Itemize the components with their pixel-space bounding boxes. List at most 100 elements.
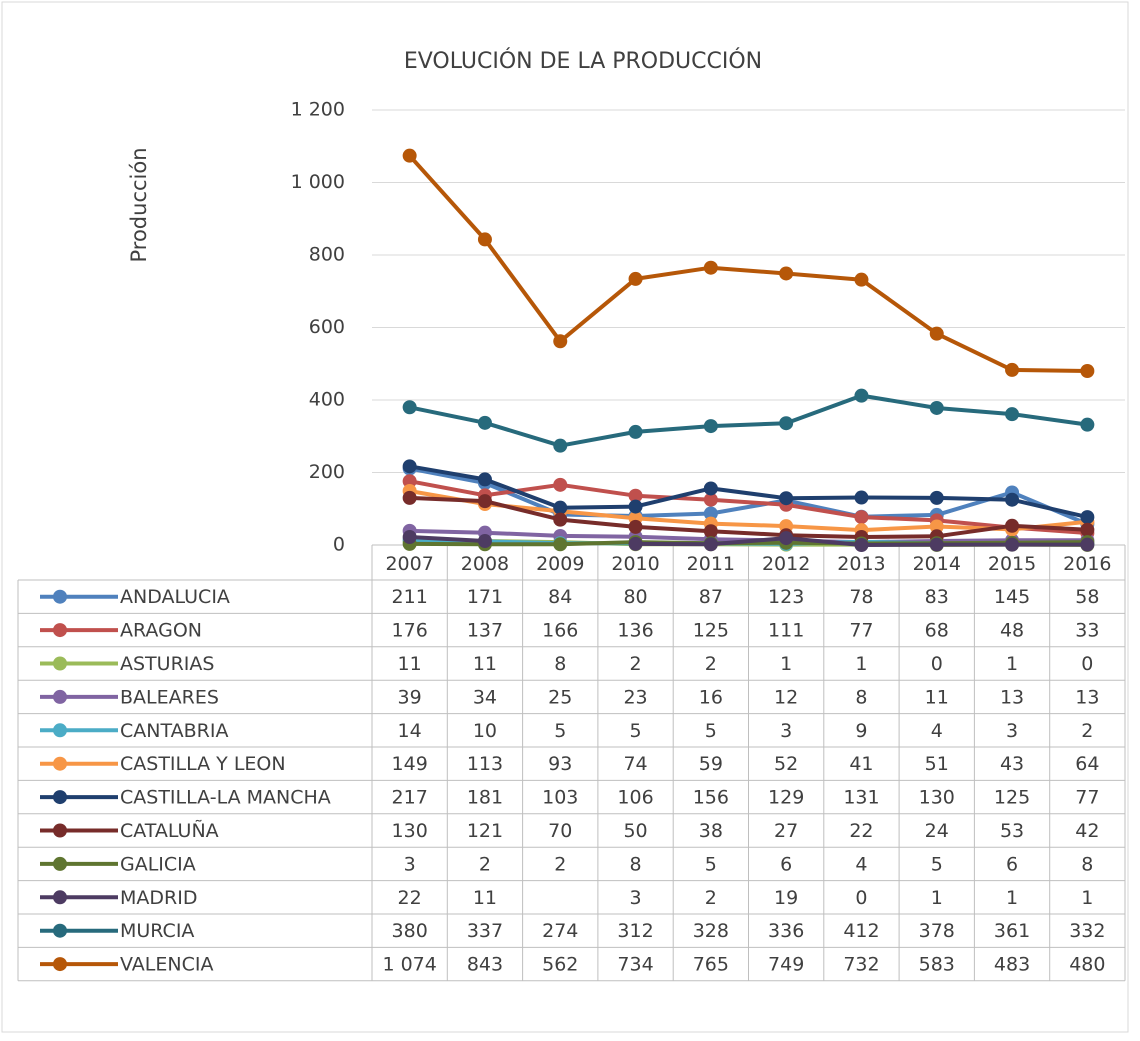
table-value: 2	[630, 653, 642, 675]
table-value: 12	[774, 686, 798, 708]
legend-label: CASTILLA Y LEON	[120, 753, 286, 775]
table-value: 34	[473, 686, 497, 708]
point	[402, 474, 417, 489]
table-value: 0	[1081, 653, 1093, 675]
table-value: 5	[931, 853, 943, 875]
table-value: 106	[617, 787, 653, 809]
point	[1080, 537, 1095, 552]
point	[477, 534, 492, 549]
table-value: 59	[699, 753, 723, 775]
series-line	[409, 464, 1088, 520]
table-value: 131	[843, 787, 879, 809]
point	[1080, 417, 1095, 432]
legend-label: CANTABRIA	[120, 720, 228, 742]
table-value: 2	[1081, 720, 1093, 742]
table-value: 732	[843, 954, 879, 976]
legend-marker	[53, 823, 67, 838]
y-tick-label: 400	[309, 389, 345, 411]
table-value: 58	[1075, 586, 1099, 608]
point	[553, 477, 568, 492]
table-value: 5	[705, 853, 717, 875]
table-value: 27	[774, 820, 798, 842]
point	[553, 500, 568, 515]
point	[628, 519, 643, 534]
table-value: 13	[1000, 686, 1024, 708]
table-value: 480	[1069, 954, 1105, 976]
table-value: 843	[467, 954, 503, 976]
series-line	[409, 393, 1088, 448]
x-tick-label: 2012	[762, 553, 810, 575]
point	[402, 400, 417, 415]
table-value: 113	[467, 753, 503, 775]
table-value: 328	[693, 920, 729, 942]
legend-marker	[53, 790, 67, 805]
point	[553, 438, 568, 453]
table-value: 68	[925, 620, 949, 642]
table-value: 42	[1075, 820, 1099, 842]
table-value: 734	[617, 954, 653, 976]
legend-label: BALEARES	[120, 686, 219, 708]
table-value: 149	[392, 753, 428, 775]
x-tick-label: 2015	[988, 553, 1036, 575]
table-value: 39	[398, 686, 422, 708]
legend-label: CASTILLA-LA MANCHA	[120, 787, 331, 809]
table-value: 130	[392, 820, 428, 842]
table-value: 1	[1006, 887, 1018, 909]
x-tick-label: 2009	[536, 553, 584, 575]
point	[779, 266, 794, 281]
table-value: 5	[554, 720, 566, 742]
point	[703, 419, 718, 434]
table-value: 11	[925, 686, 949, 708]
table-value: 83	[925, 586, 949, 608]
point	[1080, 522, 1095, 537]
table-value: 336	[768, 920, 804, 942]
point	[1005, 518, 1020, 533]
point	[477, 472, 492, 487]
y-tick-label: 0	[333, 534, 345, 556]
table-value: 171	[467, 586, 503, 608]
point	[1080, 510, 1095, 525]
legend-marker	[53, 856, 67, 871]
point	[703, 481, 718, 496]
table-value: 5	[630, 720, 642, 742]
table-value: 16	[699, 686, 723, 708]
table-value: 111	[768, 620, 804, 642]
table-value: 4	[855, 853, 867, 875]
table-value: 1	[855, 653, 867, 675]
table-value: 80	[623, 586, 647, 608]
point	[854, 388, 869, 403]
table-value: 53	[1000, 820, 1024, 842]
table-value: 78	[849, 586, 873, 608]
table-value: 103	[542, 787, 578, 809]
legend-label: ARAGON	[120, 620, 202, 642]
point	[553, 512, 568, 527]
legend-marker	[53, 957, 67, 972]
table-value: 4	[931, 720, 943, 742]
point	[929, 490, 944, 505]
table-value: 24	[925, 820, 949, 842]
table-value: 8	[1081, 853, 1093, 875]
chart-title: EVOLUCIÓN DE LA PRODUCCIÓN	[404, 48, 762, 74]
table-value: 1	[931, 887, 943, 909]
table-value: 749	[768, 954, 804, 976]
table-value: 19	[774, 887, 798, 909]
table-value: 11	[473, 887, 497, 909]
point	[628, 424, 643, 439]
table-value: 1	[1081, 887, 1093, 909]
series-line	[409, 489, 1088, 533]
legend-label: VALENCIA	[120, 954, 213, 976]
table-value: 70	[548, 820, 572, 842]
table-value: 51	[925, 753, 949, 775]
table-value: 3	[630, 887, 642, 909]
table-value: 130	[919, 787, 955, 809]
table-value: 145	[994, 586, 1030, 608]
table-value: 8	[855, 686, 867, 708]
y-axis-label: Producción	[127, 147, 151, 262]
series-line	[409, 495, 1088, 539]
x-tick-label: 2016	[1063, 553, 1111, 575]
table-value: 93	[548, 753, 572, 775]
point	[553, 537, 568, 552]
table-value: 6	[780, 853, 792, 875]
table-value: 41	[849, 753, 873, 775]
table-value: 0	[931, 653, 943, 675]
